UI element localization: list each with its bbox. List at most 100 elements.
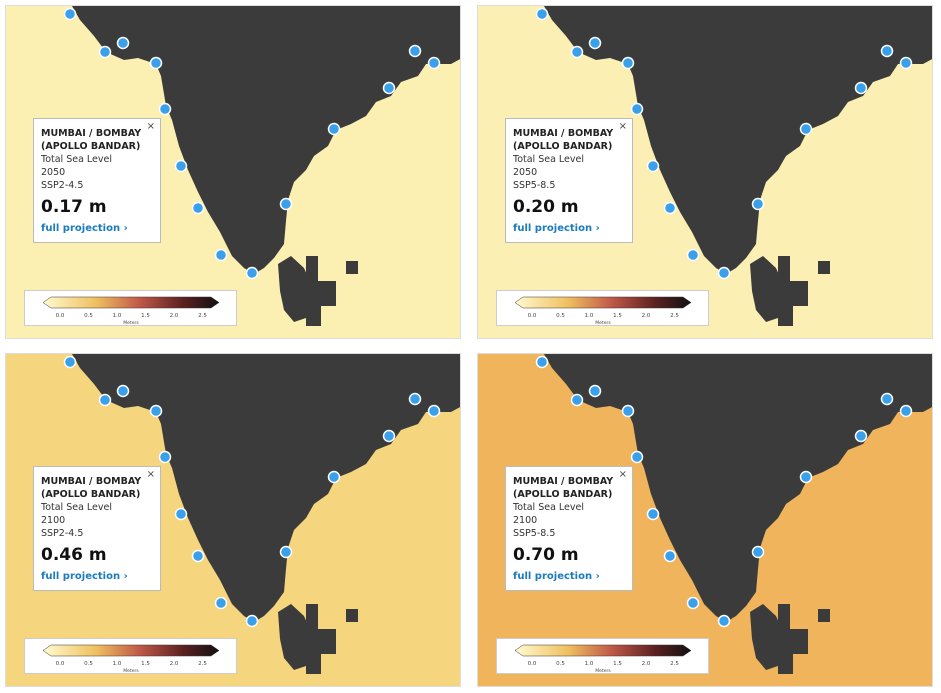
close-button[interactable]: × bbox=[146, 469, 155, 480]
year: 2100 bbox=[41, 515, 66, 526]
legend-tick: 0.5 bbox=[84, 661, 93, 667]
tide-gauge[interactable] bbox=[408, 392, 422, 406]
tide-gauge[interactable] bbox=[279, 545, 293, 559]
legend-tick: 0.0 bbox=[56, 661, 65, 667]
land bbox=[750, 604, 786, 670]
tide-gauge[interactable] bbox=[98, 45, 112, 59]
legend-tick: 1.5 bbox=[141, 313, 150, 319]
tide-gauge[interactable] bbox=[621, 56, 635, 70]
popup-title: MUMBAI / BOMBAY bbox=[513, 128, 614, 139]
tide-gauge[interactable] bbox=[663, 201, 677, 215]
tide-gauge[interactable] bbox=[245, 614, 259, 628]
projection-link[interactable]: full projection › bbox=[41, 223, 128, 234]
tide-gauge[interactable] bbox=[63, 7, 77, 21]
tide-gauge[interactable] bbox=[158, 450, 172, 464]
scenario: SSP2-4.5 bbox=[41, 180, 84, 191]
legend-tick: 1.0 bbox=[585, 661, 594, 667]
tide-gauge[interactable] bbox=[327, 470, 341, 484]
map bbox=[61, 6, 460, 326]
tide-gauge[interactable] bbox=[588, 384, 602, 398]
projection-link[interactable]: full projection › bbox=[513, 223, 600, 234]
tide-gauge[interactable] bbox=[214, 248, 228, 262]
tide-gauge[interactable] bbox=[621, 404, 635, 418]
legend-tick: 2.0 bbox=[642, 313, 651, 319]
tide-gauge[interactable] bbox=[717, 614, 731, 628]
popup-title: MUMBAI / BOMBAY bbox=[41, 128, 142, 139]
land bbox=[278, 604, 314, 670]
tide-gauge[interactable] bbox=[158, 102, 172, 116]
tide-gauge[interactable] bbox=[63, 355, 77, 369]
tide-gauge[interactable] bbox=[686, 596, 700, 610]
legend-svg: 0.0 0.5 1.0 1.5 2.0 2.5 Meters bbox=[514, 296, 692, 326]
tide-gauge[interactable] bbox=[535, 7, 549, 21]
legend-svg: 0.0 0.5 1.0 1.5 2.0 2.5 Meters bbox=[42, 296, 220, 326]
land bbox=[306, 604, 358, 674]
legend-tick: 1.0 bbox=[113, 661, 122, 667]
legend: 0.0 0.5 1.0 1.5 2.0 2.5 Meters bbox=[496, 638, 709, 674]
tide-gauge[interactable] bbox=[116, 384, 130, 398]
popup: × MUMBAI / BOMBAY (APOLLO BANDAR) Total Sea… bbox=[505, 466, 633, 591]
tide-gauge[interactable] bbox=[214, 596, 228, 610]
value: 0.70 m bbox=[513, 545, 579, 565]
tide-gauge[interactable] bbox=[245, 266, 259, 280]
popup-title: (APOLLO BANDAR) bbox=[41, 141, 141, 152]
tide-gauge[interactable] bbox=[570, 393, 584, 407]
tide-gauge[interactable] bbox=[799, 470, 813, 484]
tide-gauge[interactable] bbox=[408, 44, 422, 58]
tide-gauge[interactable] bbox=[630, 102, 644, 116]
tide-gauge[interactable] bbox=[174, 507, 188, 521]
tide-gauge[interactable] bbox=[717, 266, 731, 280]
tide-gauge[interactable] bbox=[191, 201, 205, 215]
tide-gauge[interactable] bbox=[588, 36, 602, 50]
tide-gauge[interactable] bbox=[880, 392, 894, 406]
tide-gauge[interactable] bbox=[149, 404, 163, 418]
tide-gauge[interactable] bbox=[630, 450, 644, 464]
tide-gauge[interactable] bbox=[327, 122, 341, 136]
tide-gauge[interactable] bbox=[854, 81, 868, 95]
tide-gauge[interactable] bbox=[799, 122, 813, 136]
close-button[interactable]: × bbox=[618, 469, 627, 480]
legend-unit: Meters bbox=[123, 668, 139, 674]
tide-gauge[interactable] bbox=[663, 549, 677, 563]
tide-gauge[interactable] bbox=[899, 56, 913, 70]
tide-gauge[interactable] bbox=[686, 248, 700, 262]
close-button[interactable]: × bbox=[146, 121, 155, 132]
color-ramp bbox=[42, 296, 220, 309]
legend-tick: 2.5 bbox=[198, 313, 207, 319]
map bbox=[61, 354, 460, 674]
legend-tick: 2.0 bbox=[170, 661, 179, 667]
projection-link[interactable]: full projection › bbox=[513, 571, 600, 582]
tide-gauge[interactable] bbox=[646, 507, 660, 521]
legend-svg: 0.0 0.5 1.0 1.5 2.0 2.5 Meters bbox=[42, 644, 220, 674]
tide-gauge[interactable] bbox=[427, 404, 441, 418]
tide-gauge[interactable] bbox=[279, 197, 293, 211]
scenario: SSP5-8.5 bbox=[513, 528, 556, 539]
tide-gauge[interactable] bbox=[98, 393, 112, 407]
map-panel: × MUMBAI / BOMBAY (APOLLO BANDAR) Total Sea… bbox=[5, 353, 461, 687]
tide-gauge[interactable] bbox=[570, 45, 584, 59]
tide-gauge[interactable] bbox=[427, 56, 441, 70]
projection-link[interactable]: full projection › bbox=[41, 571, 128, 582]
measure: Total Sea Level bbox=[41, 502, 112, 513]
close-button[interactable]: × bbox=[618, 121, 627, 132]
tide-gauge[interactable] bbox=[751, 197, 765, 211]
tide-gauge[interactable] bbox=[535, 355, 549, 369]
tide-gauge[interactable] bbox=[174, 159, 188, 173]
popup-title: MUMBAI / BOMBAY bbox=[41, 476, 142, 487]
tide-gauge[interactable] bbox=[116, 36, 130, 50]
tide-gauge[interactable] bbox=[899, 404, 913, 418]
tide-gauge[interactable] bbox=[149, 56, 163, 70]
tide-gauge[interactable] bbox=[854, 429, 868, 443]
tide-gauge[interactable] bbox=[382, 429, 396, 443]
tide-gauge[interactable] bbox=[191, 549, 205, 563]
tide-gauge[interactable] bbox=[751, 545, 765, 559]
value: 0.20 m bbox=[513, 197, 579, 217]
legend-tick: 0.0 bbox=[56, 313, 65, 319]
tide-gauge[interactable] bbox=[646, 159, 660, 173]
land bbox=[778, 256, 830, 326]
year: 2050 bbox=[513, 167, 538, 178]
tide-gauge[interactable] bbox=[382, 81, 396, 95]
tide-gauge[interactable] bbox=[880, 44, 894, 58]
map-panel: × MUMBAI / BOMBAY (APOLLO BANDAR) Total Sea… bbox=[477, 5, 933, 339]
